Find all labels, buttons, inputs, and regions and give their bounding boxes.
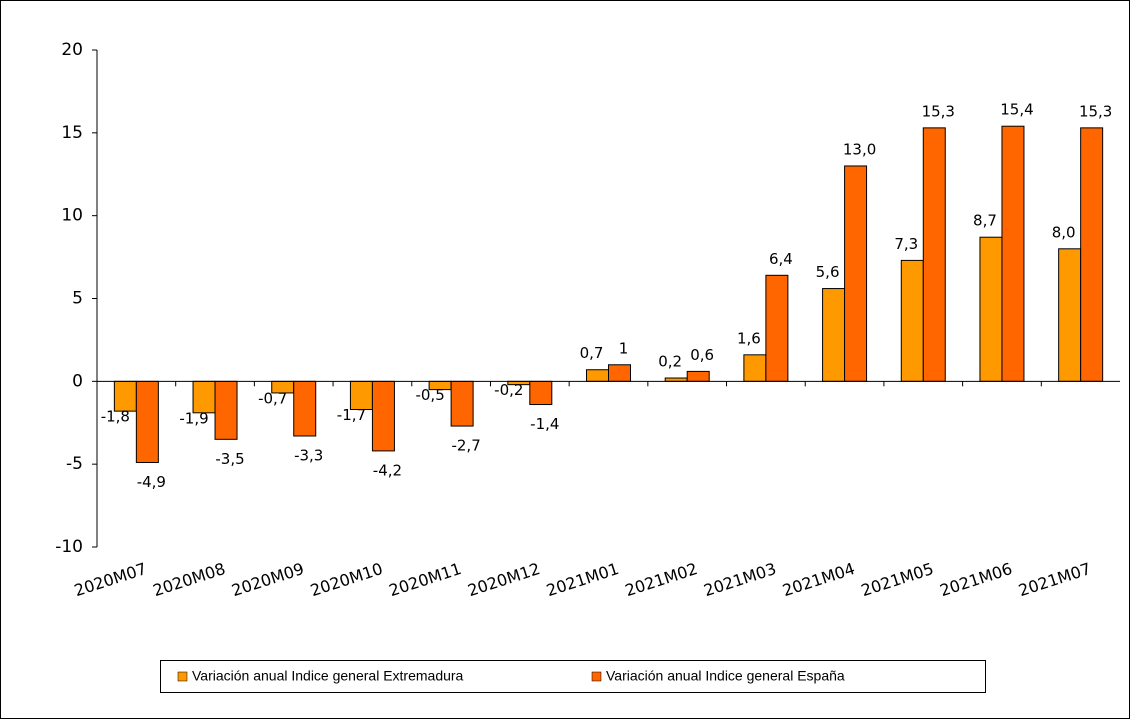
- bar: [743, 354, 767, 382]
- y-tick-label: 0: [72, 371, 83, 391]
- value-label: 1: [619, 339, 629, 357]
- bar: [135, 380, 159, 464]
- value-label: -3,3: [294, 447, 323, 465]
- legend-label: Variación anual Indice general Extremadu…: [192, 668, 464, 684]
- bar: [293, 380, 317, 437]
- y-tick-label: 5: [72, 289, 83, 309]
- bar: [586, 369, 609, 382]
- value-label: -1,4: [530, 415, 559, 433]
- value-label: 0,6: [690, 346, 714, 364]
- y-tick-label: 15: [61, 123, 83, 143]
- legend-box: [160, 660, 986, 693]
- value-label: 7,3: [894, 235, 918, 253]
- value-label: 5,6: [816, 263, 840, 281]
- value-label: -4,2: [373, 461, 402, 479]
- value-label: 15,4: [1000, 101, 1033, 119]
- bar: [608, 364, 631, 382]
- value-label: -1,8: [101, 408, 130, 426]
- bar: [900, 259, 924, 382]
- value-label: 0,2: [658, 353, 682, 371]
- value-label: -0,7: [258, 389, 287, 407]
- value-label: 1,6: [737, 329, 761, 347]
- value-label: 13,0: [843, 140, 876, 158]
- value-label: 8,0: [1052, 223, 1076, 241]
- bar: [979, 236, 1003, 382]
- bar: [922, 127, 946, 382]
- legend-label: Variación anual Indice general España: [606, 668, 845, 684]
- legend-swatch: [177, 671, 188, 682]
- legend-swatch: [591, 671, 602, 682]
- bar: [192, 380, 216, 414]
- bar: [765, 274, 789, 382]
- bar: [371, 380, 395, 452]
- bar: [844, 165, 868, 382]
- bar: [1001, 125, 1025, 382]
- bar: [214, 380, 238, 440]
- value-label: -1,7: [337, 406, 366, 424]
- value-label: -2,7: [451, 437, 480, 455]
- bar: [686, 370, 710, 382]
- value-label: -0,5: [415, 386, 444, 404]
- value-label: -3,5: [215, 450, 244, 468]
- value-label: 8,7: [973, 212, 997, 230]
- y-tick-label: 10: [61, 206, 83, 226]
- value-label: -1,9: [179, 409, 208, 427]
- value-label: 6,4: [769, 250, 793, 268]
- value-label: 15,3: [1079, 102, 1112, 120]
- bar: [1080, 127, 1104, 382]
- value-label: -0,2: [494, 381, 523, 399]
- y-tick-label: -5: [66, 454, 83, 474]
- bar: [1058, 248, 1082, 382]
- y-tick-label: 20: [61, 40, 83, 60]
- bar: [822, 288, 846, 382]
- bar: [450, 380, 474, 427]
- y-tick-label: -10: [55, 537, 83, 557]
- bar: [529, 380, 553, 406]
- value-label: 15,3: [922, 102, 955, 120]
- value-label: 0,7: [580, 344, 604, 362]
- value-label: -4,9: [137, 473, 166, 491]
